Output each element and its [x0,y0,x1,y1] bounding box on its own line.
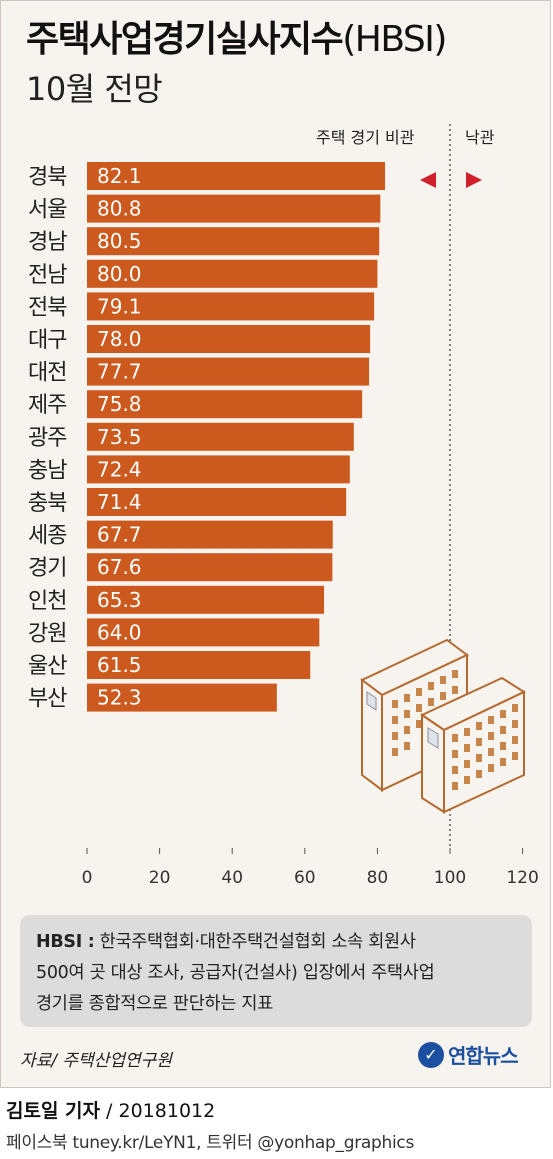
page-title: 주택사업경기실사지수(HBSI) [26,10,447,62]
bar-category-label: 광주 [28,426,67,451]
note-line1: 한국주택협회·대한주택건설협회 소속 회원사 [99,932,416,952]
bar-value-label: 73.5 [97,425,142,449]
bar-category-label: 서울 [28,198,67,223]
bar [87,488,347,516]
bar [87,455,350,484]
bar-value-label: 80.8 [97,197,142,221]
bar [87,292,375,321]
bar-category-label: 제주 [28,393,67,418]
x-tick-label: 0 [82,868,93,888]
bar-value-label: 77.7 [97,360,142,384]
bar [87,357,370,386]
bar-chart: 경북 82.1 서울 80.8 경남 80.5 전남 80.0 전북 79.1 대구 78.0 대전 77… [28,124,539,888]
bar [87,162,386,190]
bar-category-label: 대전 [28,361,66,386]
x-tick-label: 40 [221,868,243,888]
bar [87,651,311,679]
bar-category-label: 충북 [28,491,67,516]
social-links: 페이스북 tuney.kr/LeYN1, 트위터 @yonhap_graphic… [6,1133,415,1153]
x-tick-label: 20 [149,868,171,888]
bar-category-label: 전북 [28,295,67,320]
bar-value-label: 79.1 [97,294,142,318]
bar-category-label: 대구 [28,328,67,353]
bars-group: 경북 82.1 서울 80.8 경남 80.5 전남 80.0 전북 79.1 대구 78.0 대전 77… [28,162,386,712]
bar [87,259,378,288]
apartment-buildings-icon [360,638,527,814]
publish-date: / 20181012 [100,1100,216,1122]
definition-note: HBSI : 한국주택협회·대한주택건설협회 소속 회원사 500여 곳 대상 … [20,915,532,1027]
bar-value-label: 80.5 [97,229,142,253]
reporter-name: 김토일 기자 [6,1100,101,1122]
x-axis-group: 0 20 40 60 80 100 120 [82,124,539,888]
bar-category-label: 인천 [28,589,66,614]
x-tick-label: 120 [506,868,538,888]
bar-value-label: 82.1 [97,164,142,188]
left-arrow-icon [420,172,436,188]
x-tick-label: 100 [434,868,466,888]
bar-category-label: 경북 [28,165,67,190]
bar-value-label: 52.3 [97,686,142,710]
pessimistic-label: 주택 경기 비관 [316,128,415,147]
bar [87,683,277,712]
bar-value-label: 61.5 [97,653,142,677]
bar-value-label: 67.6 [97,555,142,579]
bar-value-label: 71.4 [97,490,142,514]
bar-category-label: 경남 [28,230,67,255]
bar [87,553,333,582]
bar-category-label: 경기 [28,556,66,581]
x-tick-label: 80 [367,868,389,888]
note-line2: 500여 곳 대상 조사, 공급자(건설사) 입장에서 주택사업 [36,963,435,983]
bar-category-label: 충남 [28,458,67,483]
bar [87,325,371,353]
optimistic-label: 낙관 [465,128,495,147]
bar [87,390,363,419]
bar-category-label: 울산 [28,654,67,679]
bar-category-label: 부산 [28,687,67,712]
x-tick-label: 60 [294,868,316,888]
right-arrow-icon [466,172,482,188]
logo-text: 연합뉴스 [448,1044,519,1068]
title-paren: (HBSI) [342,19,447,60]
bar-value-label: 72.4 [97,457,142,481]
page-subtitle: 10월 전망 [26,70,163,108]
bar [87,585,325,614]
bar-category-label: 세종 [28,524,67,549]
bar-category-label: 전남 [28,263,67,288]
note-line3: 경기를 종합적으로 판단하는 지표 [36,994,273,1014]
bar-value-label: 80.0 [97,262,142,286]
bar-value-label: 75.8 [97,392,142,416]
yonhap-logo-icon: ✓ [418,1041,444,1068]
source-text: 자료/ 주택산업연구원 [20,1051,172,1071]
bar-value-label: 78.0 [97,327,142,351]
bar [87,194,381,223]
bar-value-label: 67.7 [97,523,142,547]
title-main: 주택사업경기실사지수 [26,19,344,60]
yonhap-logo: ✓ 연합뉴스 [418,1040,519,1069]
bar-value-label: 64.0 [97,620,142,644]
bar [87,227,380,256]
bar-value-label: 65.3 [97,588,142,612]
bar [87,422,354,451]
bar [87,520,333,549]
note-term: HBSI : [36,932,95,952]
bar [87,618,320,647]
byline: 김토일 기자 / 20181012 [6,1096,215,1123]
bar-category-label: 강원 [28,621,66,646]
